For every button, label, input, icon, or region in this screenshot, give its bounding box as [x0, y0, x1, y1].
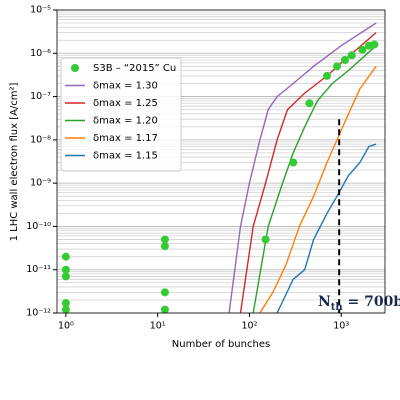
legend-label: δmax = 1.17	[93, 133, 158, 144]
point	[322, 71, 331, 80]
threshold-label-part: = 700b	[343, 294, 400, 310]
line	[228, 22, 377, 314]
y-tick-label: 10⁻⁷	[30, 91, 51, 102]
y-tick-label: 10⁻⁹	[30, 178, 51, 189]
point	[160, 242, 169, 251]
point	[61, 252, 70, 261]
point	[160, 235, 169, 244]
point	[370, 40, 379, 49]
x-tick-label: 10⁰	[58, 321, 74, 332]
x-tick-label: 10³	[333, 321, 349, 332]
legend-label: δmax = 1.15	[93, 151, 158, 162]
threshold-label-part: th	[331, 302, 344, 313]
threshold-label-part: N	[318, 294, 331, 310]
x-tick-label: 10²	[241, 321, 257, 332]
point	[160, 305, 169, 314]
y-tick-label: 10⁻¹¹	[26, 264, 51, 275]
y-tick-label: 10⁻⁵	[30, 5, 51, 16]
point	[61, 272, 70, 281]
line	[259, 65, 377, 314]
plot-frame	[56, 9, 386, 314]
line	[252, 45, 377, 314]
y-tick-label: 10⁻⁶	[30, 48, 51, 59]
point	[341, 55, 350, 64]
point	[333, 62, 342, 71]
line	[276, 143, 377, 314]
x-axis-label: Number of bunches	[172, 339, 270, 350]
legend-marker	[71, 64, 79, 72]
legend-label: S3B – “2015” Cu	[93, 63, 176, 74]
legend-box	[60, 57, 182, 172]
legend-label: δmax = 1.30	[93, 81, 158, 92]
point	[261, 235, 270, 244]
point	[61, 299, 70, 308]
x-tick-label: 10¹	[150, 321, 166, 332]
point	[61, 305, 70, 314]
y-tick-label: 10⁻¹⁰	[26, 221, 51, 232]
y-tick-label: 10⁻¹²	[26, 308, 51, 319]
legend-label: δmax = 1.25	[93, 98, 158, 109]
point	[289, 158, 298, 167]
threshold-label: Nth = 700b	[318, 294, 400, 313]
point	[61, 265, 70, 274]
y-axis-label: 1 LHC wall electron flux [A/cm²]	[9, 82, 20, 241]
point	[305, 99, 314, 108]
y-tick-label: 10⁻⁸	[30, 134, 51, 145]
legend-label: δmax = 1.20	[93, 116, 158, 127]
point	[358, 45, 367, 54]
point	[160, 288, 169, 297]
point	[347, 51, 356, 60]
